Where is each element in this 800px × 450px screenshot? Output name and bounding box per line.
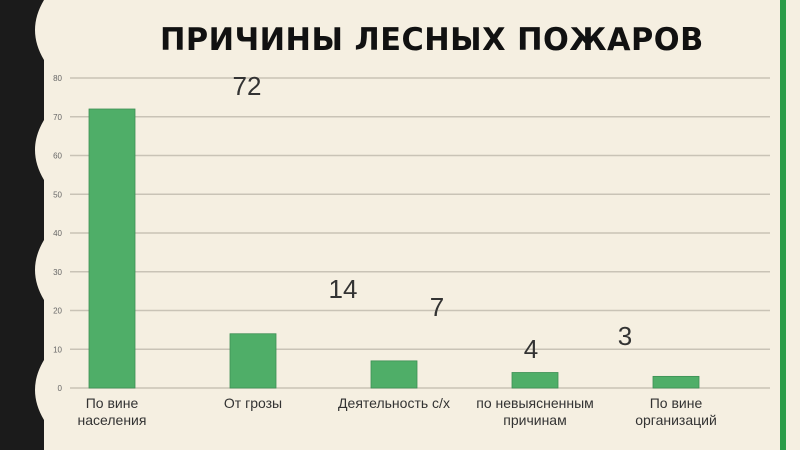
data-label: 3 xyxy=(618,321,632,351)
y-tick-label: 30 xyxy=(53,268,62,277)
y-tick-label: 60 xyxy=(53,152,62,161)
chart-title: ПРИЧИНЫ ЛЕСНЫХ ПОЖАРОВ xyxy=(160,22,704,58)
bar xyxy=(229,333,277,389)
y-tick-label: 10 xyxy=(53,345,62,354)
y-tick-label: 70 xyxy=(53,113,62,122)
category-label: причинам xyxy=(503,412,566,428)
accent-stripe xyxy=(780,0,786,450)
category-label: Деятельность с/х xyxy=(338,395,450,411)
category-label: По вине xyxy=(650,395,703,411)
y-tick-label: 0 xyxy=(58,384,63,393)
category-label: По вине xyxy=(86,395,139,411)
bar xyxy=(370,360,418,389)
y-tick-label: 50 xyxy=(53,190,62,199)
wavy-slide-edge xyxy=(35,0,60,450)
y-tick-label: 20 xyxy=(53,307,62,316)
bar xyxy=(652,375,700,389)
bar xyxy=(511,372,559,389)
category-label: по невыясненным xyxy=(476,395,594,411)
data-label: 72 xyxy=(233,71,262,101)
bar xyxy=(88,108,136,389)
data-label: 14 xyxy=(329,274,358,304)
right-edge xyxy=(786,0,800,450)
data-label: 7 xyxy=(430,292,444,322)
category-label: организаций xyxy=(635,412,717,428)
category-label: От грозы xyxy=(224,395,282,411)
data-label: 4 xyxy=(524,334,538,364)
y-tick-label: 40 xyxy=(53,229,62,238)
y-tick-label: 80 xyxy=(53,74,62,83)
category-label: населения xyxy=(78,412,147,428)
